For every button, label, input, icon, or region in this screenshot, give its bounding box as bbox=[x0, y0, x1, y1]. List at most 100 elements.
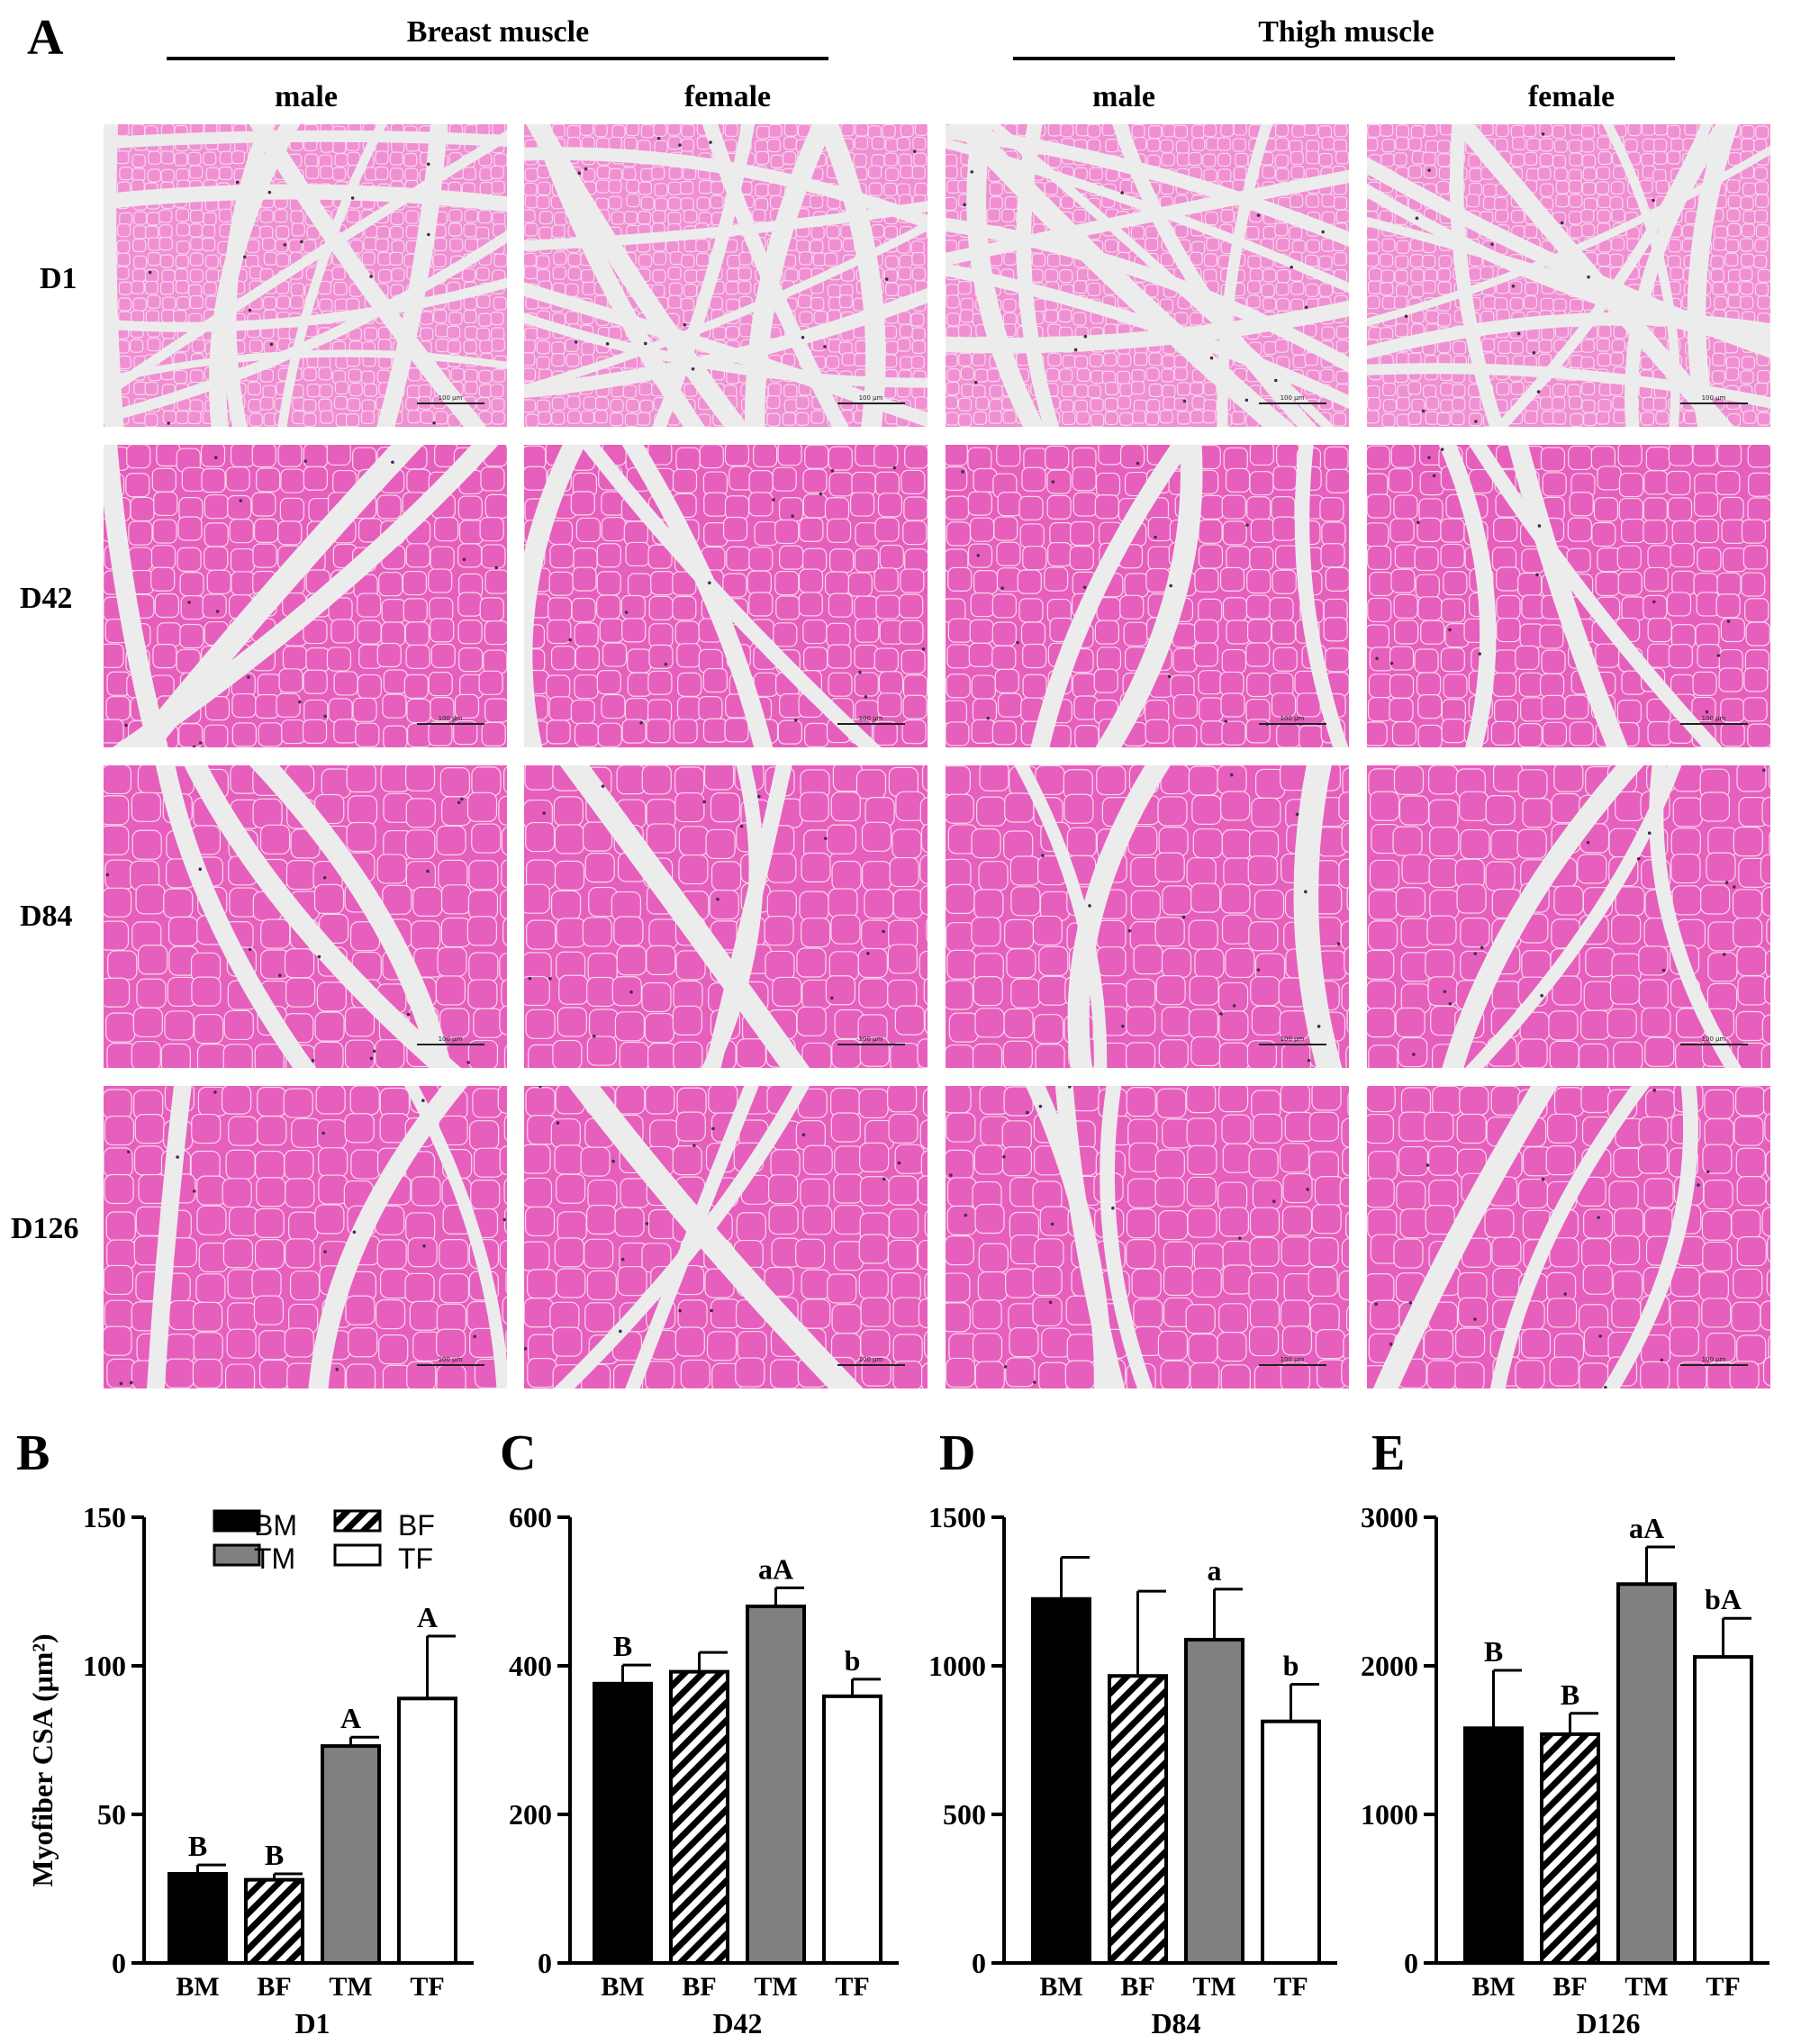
myofiber bbox=[986, 368, 1001, 383]
myofiber bbox=[828, 446, 853, 471]
myofiber bbox=[1173, 124, 1188, 139]
myofiber bbox=[858, 978, 889, 1008]
myofiber bbox=[1741, 124, 1755, 140]
myofiber bbox=[802, 1144, 833, 1175]
myofiber bbox=[1731, 1209, 1761, 1240]
myofiber bbox=[614, 1011, 646, 1042]
myofiber bbox=[133, 211, 148, 225]
connective-tissue bbox=[1438, 445, 1497, 747]
myofiber bbox=[221, 1086, 252, 1115]
myofiber bbox=[1459, 791, 1489, 821]
myofiber bbox=[1539, 138, 1553, 152]
myofiber bbox=[1059, 269, 1073, 284]
nucleus bbox=[1317, 1025, 1321, 1028]
myofiber bbox=[1341, 1357, 1349, 1388]
myofiber bbox=[588, 1008, 620, 1039]
myofiber bbox=[920, 1362, 928, 1388]
myofiber bbox=[554, 860, 585, 891]
myofiber bbox=[596, 543, 621, 568]
myofiber bbox=[1653, 150, 1668, 166]
myofiber bbox=[1542, 472, 1567, 497]
connective-tissue bbox=[249, 124, 487, 427]
myofiber bbox=[712, 326, 727, 340]
myofiber bbox=[405, 829, 436, 860]
myofiber bbox=[204, 494, 229, 520]
myofiber bbox=[1491, 1236, 1522, 1267]
myofiber bbox=[318, 366, 332, 381]
myofiber bbox=[1394, 620, 1419, 645]
myofiber bbox=[1765, 1178, 1770, 1207]
myofiber bbox=[251, 492, 276, 517]
myofiber bbox=[615, 1086, 646, 1115]
myofiber bbox=[1668, 644, 1693, 669]
myofiber bbox=[1526, 137, 1541, 152]
myofiber bbox=[638, 181, 652, 195]
myofiber bbox=[614, 1207, 645, 1237]
myofiber bbox=[601, 693, 626, 719]
myofiber bbox=[131, 167, 146, 182]
myofiber bbox=[405, 644, 430, 670]
nucleus bbox=[619, 1329, 622, 1334]
myofiber bbox=[1060, 194, 1075, 210]
myofiber bbox=[1341, 1117, 1349, 1148]
myofiber bbox=[784, 268, 799, 283]
myofiber bbox=[1090, 398, 1104, 412]
nucleus bbox=[1033, 1380, 1036, 1384]
myofiber bbox=[383, 725, 408, 747]
myofiber bbox=[440, 917, 472, 948]
myofiber bbox=[1457, 1271, 1488, 1303]
myofiber bbox=[251, 1269, 282, 1299]
myofiber bbox=[1005, 1268, 1036, 1298]
myofiber bbox=[1389, 646, 1415, 671]
myofiber bbox=[1720, 722, 1745, 747]
myofiber bbox=[1272, 647, 1298, 672]
myofiber bbox=[973, 411, 988, 425]
myofiber bbox=[448, 209, 463, 223]
nucleus bbox=[352, 1230, 357, 1235]
myofiber bbox=[972, 352, 986, 366]
myofiber bbox=[1325, 647, 1349, 673]
myofiber bbox=[1020, 621, 1046, 647]
myofiber bbox=[1585, 947, 1615, 978]
myofiber bbox=[1073, 355, 1089, 369]
myofiber bbox=[1540, 297, 1554, 312]
myofiber bbox=[802, 619, 828, 645]
nucleus bbox=[1443, 990, 1447, 994]
myofiber bbox=[1538, 339, 1552, 353]
myofiber bbox=[230, 445, 256, 467]
myofiber bbox=[1145, 237, 1159, 252]
connective-tissue bbox=[1602, 124, 1680, 427]
myofiber bbox=[738, 251, 753, 266]
myofiber bbox=[994, 668, 1019, 694]
myofiber bbox=[946, 1112, 976, 1143]
myofiber bbox=[810, 410, 825, 424]
myofiber bbox=[405, 1212, 436, 1243]
myofiber bbox=[1736, 1176, 1767, 1207]
myofiber bbox=[623, 137, 638, 151]
myofiber bbox=[946, 353, 958, 367]
myofiber bbox=[132, 255, 148, 269]
myofiber bbox=[581, 341, 595, 356]
myofiber bbox=[1417, 596, 1443, 621]
myofiber bbox=[991, 621, 1017, 647]
myofiber bbox=[147, 338, 161, 352]
myofiber bbox=[648, 595, 674, 620]
myofiber bbox=[1724, 252, 1739, 267]
myofiber bbox=[375, 166, 389, 181]
myofiber bbox=[537, 181, 551, 196]
connective-tissue bbox=[1372, 1086, 1559, 1388]
nucleus bbox=[148, 270, 152, 275]
nucleus bbox=[963, 203, 966, 207]
myofiber bbox=[1249, 471, 1274, 496]
myofiber bbox=[1729, 1361, 1760, 1388]
myofiber bbox=[1222, 597, 1248, 622]
myofiber bbox=[1611, 914, 1642, 945]
myofiber bbox=[1460, 828, 1490, 860]
myofiber bbox=[524, 182, 538, 196]
myofiber bbox=[318, 398, 332, 412]
nucleus bbox=[1427, 456, 1431, 459]
myofiber bbox=[1726, 208, 1741, 222]
myofiber bbox=[1567, 384, 1581, 398]
nucleus bbox=[1272, 1199, 1276, 1203]
